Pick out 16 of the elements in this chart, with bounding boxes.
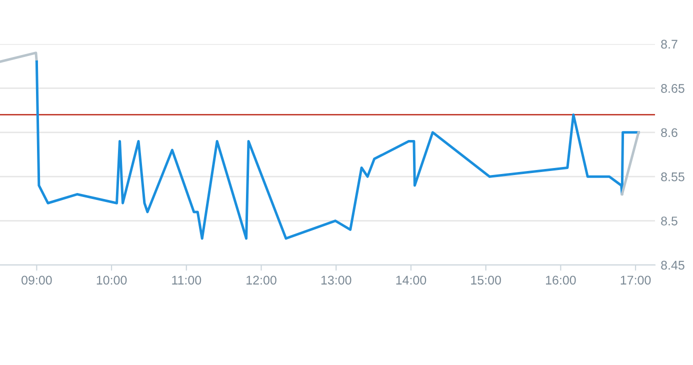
x-tick-label: 11:00 (172, 276, 202, 285)
y-tick-label: 8.55 (661, 172, 684, 182)
y-tick-label: 8.7 (661, 40, 678, 49)
y-tick-label: 8.65 (661, 84, 684, 93)
line-series (35, 60, 640, 240)
x-tick-label: 15:00 (471, 276, 501, 285)
x-tick-label: 16:00 (546, 276, 576, 285)
x-tick-label: 10:00 (96, 276, 127, 285)
y-tick-label: 8.6 (661, 128, 678, 138)
y-tick-label: 8.45 (661, 260, 684, 270)
x-tick-label: 09:00 (22, 276, 52, 285)
x-tick-label: 17:00 (620, 276, 651, 285)
x-tick-label: 14:00 (396, 276, 426, 285)
x-tick-label: 12:00 (246, 276, 276, 285)
x-tick-label: 13:00 (321, 276, 352, 285)
y-tick-label: 8.5 (661, 216, 678, 226)
